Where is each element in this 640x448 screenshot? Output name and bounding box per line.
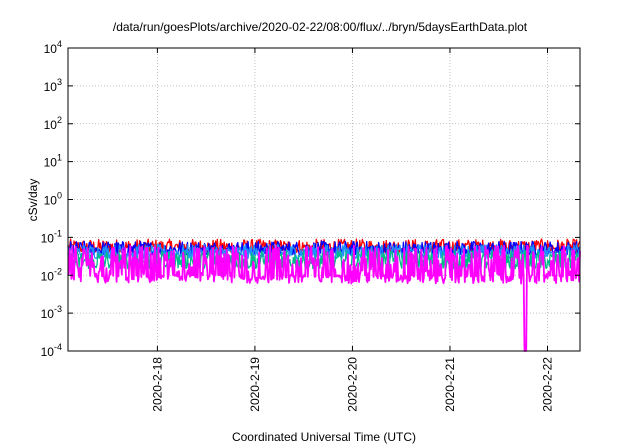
y-tick-label: 100 [44,191,62,208]
y-axis-label: cSv/day [26,179,40,222]
x-tick-label: 2020-2-18 [150,357,164,412]
tick-layer: 10-4 10-3 10-2 10-1 100 101 102 103 104 2020-2-18… [41,39,580,412]
x-axis-label: Coordinated Universal Time (UTC) [232,430,416,444]
y-tick-label: 103 [44,77,62,94]
y-tick-label: 102 [44,115,62,132]
chart-title: /data/run/goesPlots/archive/2020-02-22/0… [112,20,528,34]
y-tick-label: 10-3 [41,304,62,321]
y-tick-label: 10-1 [41,228,62,245]
x-tick-label: 2020-2-20 [345,357,359,412]
y-tick-label: 104 [44,39,62,56]
x-tick-label: 2020-2-19 [248,357,262,412]
x-tick-label: 2020-2-21 [443,357,457,412]
grid-layer [68,48,580,351]
series-line-5 [67,244,581,352]
series-layer [67,238,581,352]
y-tick-label: 10-4 [41,342,62,359]
y-tick-label: 10-2 [41,266,62,283]
x-tick-label: 2020-2-22 [540,357,554,412]
y-tick-label: 101 [44,153,62,170]
